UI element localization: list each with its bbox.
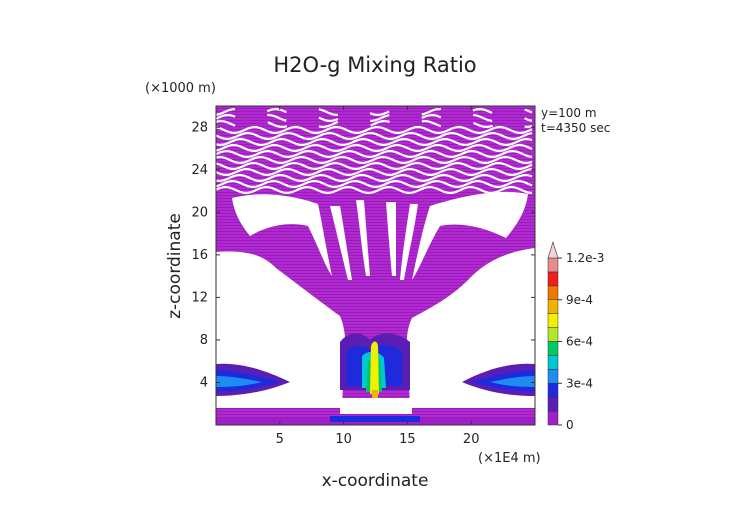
colorbar-swatch xyxy=(547,369,559,384)
y-unit-label: (×1000 m) xyxy=(145,81,216,96)
colorbar-swatch xyxy=(547,355,559,370)
wave-line xyxy=(216,173,533,183)
x-tick-label: 15 xyxy=(399,432,416,447)
info-line-1: y=100 m xyxy=(541,106,597,120)
y-axis-label: z-coordinate xyxy=(165,213,185,319)
convective-core xyxy=(340,333,410,398)
y-tick-label: 12 xyxy=(191,290,208,305)
wave-line xyxy=(216,155,533,165)
chart-title: H2O-g Mixing Ratio xyxy=(273,53,476,77)
y-tick-label: 4 xyxy=(200,375,208,390)
colorbar-swatch xyxy=(547,341,559,356)
colorbar-swatch xyxy=(547,285,559,301)
wave-line xyxy=(216,185,533,195)
colorbar-tick-label: 6e-4 xyxy=(566,335,593,349)
colorbar: 0 3e-4 6e-4 9e-4 1.2e-3 xyxy=(547,240,604,432)
moist-band-left xyxy=(216,363,290,396)
info-line-2: t=4350 sec xyxy=(541,121,610,135)
colorbar-swatch xyxy=(547,383,559,398)
colorbar-extend-arrow xyxy=(547,240,559,259)
y-tick-label: 8 xyxy=(200,333,208,348)
wave-line xyxy=(216,113,533,123)
wave-line xyxy=(216,143,533,153)
wave-line xyxy=(216,119,533,129)
y-tick-label: 20 xyxy=(191,205,208,220)
dry-spire-1 xyxy=(330,206,352,280)
x-tick-label: 5 xyxy=(276,432,284,447)
wave-line xyxy=(216,125,533,135)
x-tick-label: 20 xyxy=(463,432,480,447)
dry-spire-4 xyxy=(400,204,418,280)
y-tick-label: 24 xyxy=(191,163,208,178)
wave-line xyxy=(216,107,533,117)
y-tick-label: 28 xyxy=(191,120,208,135)
colorbar-swatch xyxy=(547,396,559,412)
colorbar-swatch xyxy=(547,271,559,287)
surface-layer-core xyxy=(330,416,420,422)
dry-streaks-upper-left xyxy=(232,194,332,276)
wave-line xyxy=(216,137,533,147)
colorbar-swatch xyxy=(547,410,559,426)
colorbar-swatch xyxy=(547,327,559,342)
wave-line xyxy=(216,167,533,177)
wave-line xyxy=(216,161,533,171)
moist-band-right xyxy=(462,363,535,396)
axis-ticks: 5 10 15 20 4 8 12 16 20 24 28 xyxy=(191,106,535,447)
dry-region-center-bottom xyxy=(340,398,412,414)
x-unit-label: (×1E4 m) xyxy=(478,451,541,466)
dry-streaks-upper-right xyxy=(412,191,528,280)
colorbar-tick-label: 1.2e-3 xyxy=(566,251,604,265)
plot-area xyxy=(216,106,535,425)
plot-frame xyxy=(215,105,536,426)
y-tick-label: 16 xyxy=(191,248,208,263)
x-axis-label: x-coordinate xyxy=(322,471,429,491)
dry-spire-2 xyxy=(356,200,370,276)
dry-spire-3 xyxy=(386,202,396,276)
colorbar-swatch xyxy=(547,257,559,273)
colorbar-tick-label: 9e-4 xyxy=(566,293,593,307)
wave-line xyxy=(216,149,533,159)
colorbar-tick-label: 0 xyxy=(566,418,574,432)
colorbar-swatch xyxy=(547,313,559,328)
wave-line xyxy=(216,179,533,189)
x-tick-label: 10 xyxy=(335,432,352,447)
wave-layers xyxy=(216,107,533,195)
wave-line xyxy=(216,131,533,141)
colorbar-swatch xyxy=(547,299,559,314)
colorbar-tick-label: 3e-4 xyxy=(566,376,593,390)
